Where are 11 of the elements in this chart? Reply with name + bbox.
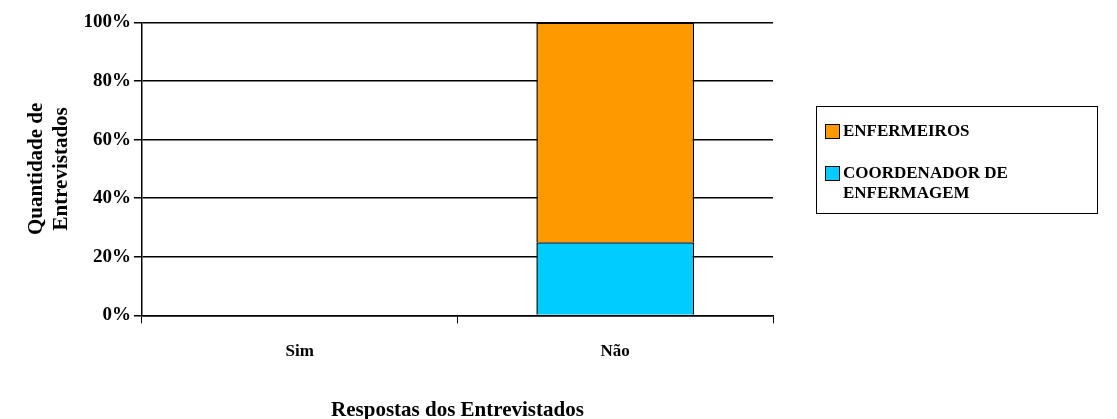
y-tick-label: 20% [92,244,131,266]
legend-label: ENFERMEIROS [843,121,971,141]
y-tick-label: 0% [102,303,131,325]
x-tick-label: Não [600,340,630,360]
y-tick-label: 40% [92,186,131,208]
legend-label: COORDENADOR DE ENFERMAGEM [843,163,1009,203]
y-tick-label: 80% [92,68,131,90]
x-tick-label: Sim [285,340,314,360]
y-tick-label: 60% [92,127,131,149]
y-axis-title: Quantidade de Entrevistados [23,102,73,236]
y-tick-label: 100% [83,10,131,32]
